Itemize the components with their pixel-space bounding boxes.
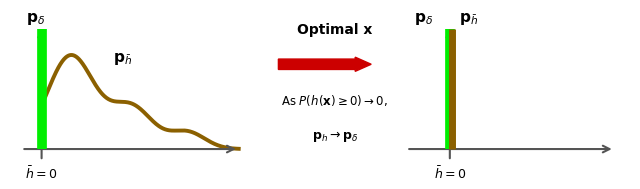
Text: Optimal x: Optimal x (297, 23, 372, 37)
Text: $\bar{h}=0$: $\bar{h}=0$ (26, 166, 58, 182)
Text: $\mathbf{p}_{\bar{h}}$: $\mathbf{p}_{\bar{h}}$ (458, 12, 477, 27)
Text: $\mathbf{p}_{\delta}$: $\mathbf{p}_{\delta}$ (26, 12, 45, 27)
Text: $\mathbf{p}_{h} \to \mathbf{p}_{\delta}$: $\mathbf{p}_{h} \to \mathbf{p}_{\delta}$ (312, 129, 358, 144)
Text: $\bar{h}=0$: $\bar{h}=0$ (434, 166, 466, 182)
Text: As $P(h(\mathbf{x}) \geq 0) \to 0,$: As $P(h(\mathbf{x}) \geq 0) \to 0,$ (282, 93, 388, 108)
FancyArrow shape (278, 57, 371, 71)
Text: $\mathbf{p}_{\bar{h}}$: $\mathbf{p}_{\bar{h}}$ (113, 51, 132, 67)
Text: $\mathbf{p}_{\delta}$: $\mathbf{p}_{\delta}$ (414, 12, 433, 27)
